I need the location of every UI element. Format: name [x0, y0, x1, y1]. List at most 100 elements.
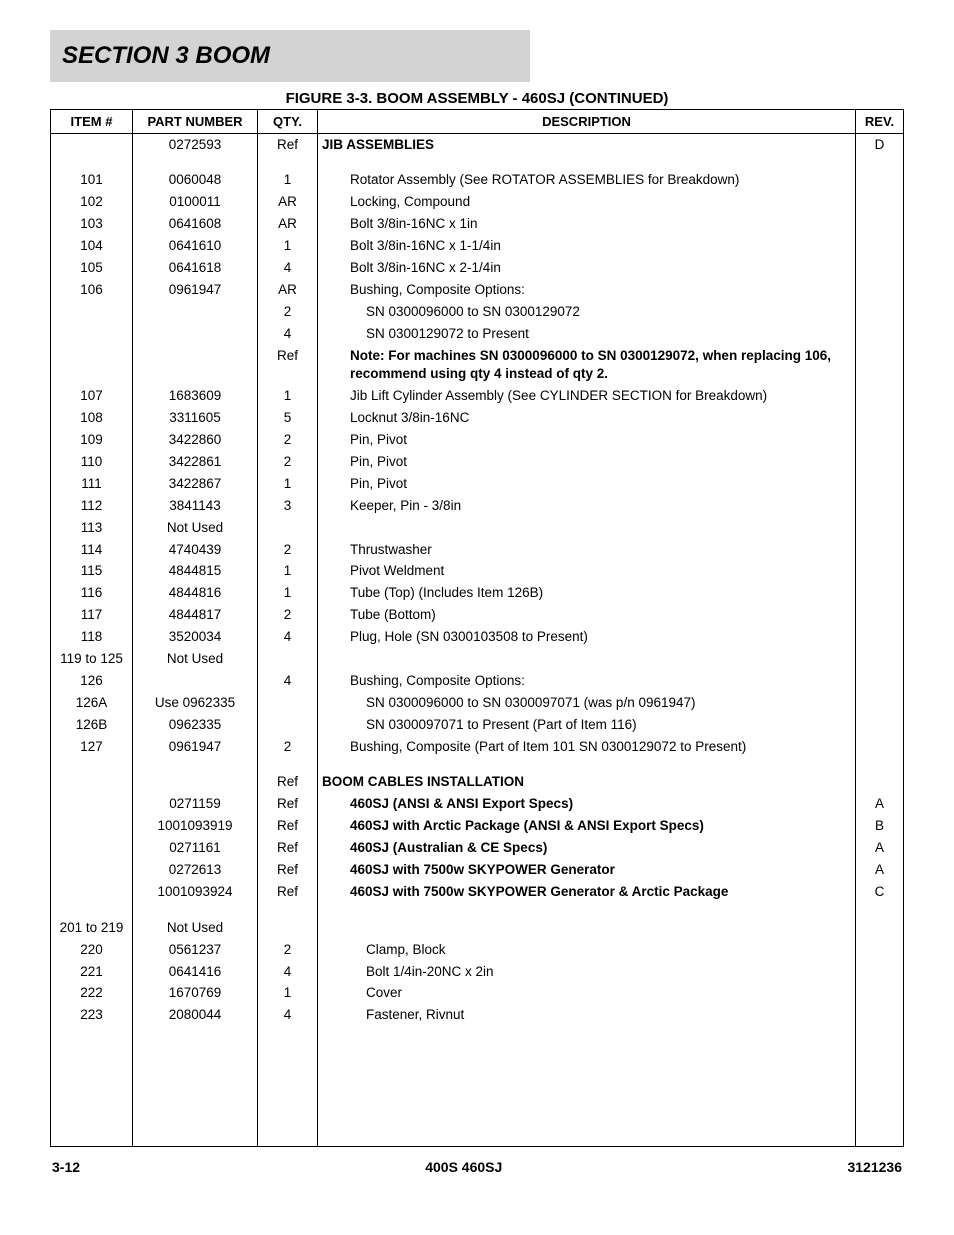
cell-item: 117	[51, 605, 133, 627]
figure-title: FIGURE 3-3. BOOM ASSEMBLY - 460SJ (CONTI…	[50, 90, 904, 107]
cell-qty: Ref	[258, 838, 318, 860]
table-row: 11034228612Pin, Pivot	[51, 451, 904, 473]
cell-rev	[856, 627, 904, 649]
cell-part: 1001093919	[133, 816, 258, 838]
table-row: 22106414164Bolt 1/4in-20NC x 2in	[51, 961, 904, 983]
cell-item: 104	[51, 236, 133, 258]
table-row: 4SN 0300129072 to Present	[51, 323, 904, 345]
cell-rev	[856, 430, 904, 452]
cell-qty: Ref	[258, 345, 318, 386]
cell-rev	[856, 386, 904, 408]
cell-part: 0271161	[133, 838, 258, 860]
cell-qty: 2	[258, 301, 318, 323]
cell-part: 3422860	[133, 430, 258, 452]
col-qty: QTY.	[258, 110, 318, 134]
table-row: 22005612372Clamp, Block	[51, 939, 904, 961]
cell-qty	[258, 714, 318, 736]
cell-part: Not Used	[133, 648, 258, 670]
cell-part: 0561237	[133, 939, 258, 961]
cell-desc: Bushing, Composite Options:	[318, 670, 856, 692]
table-row: 10934228602Pin, Pivot	[51, 430, 904, 452]
cell-part: 0272613	[133, 860, 258, 882]
cell-item	[51, 816, 133, 838]
cell-rev	[856, 473, 904, 495]
col-rev: REV.	[856, 110, 904, 134]
cell-part: 0271159	[133, 794, 258, 816]
cell-part: 1001093924	[133, 881, 258, 903]
cell-rev	[856, 583, 904, 605]
cell-rev	[856, 539, 904, 561]
table-row: RefNote: For machines SN 0300096000 to S…	[51, 345, 904, 386]
table-row	[51, 903, 904, 917]
cell-desc: Bolt 3/8in-16NC x 1in	[318, 214, 856, 236]
cell-rev	[856, 1005, 904, 1027]
cell-part: 4844815	[133, 561, 258, 583]
cell-desc: Bushing, Composite Options:	[318, 279, 856, 301]
cell-item: 110	[51, 451, 133, 473]
table-row: 11648448161Tube (Top) (Includes Item 126…	[51, 583, 904, 605]
cell-part: 3520034	[133, 627, 258, 649]
cell-desc: Keeper, Pin - 3/8in	[318, 495, 856, 517]
cell-item: 114	[51, 539, 133, 561]
cell-rev	[856, 917, 904, 939]
cell-desc: Locking, Compound	[318, 192, 856, 214]
cell-part: 0641610	[133, 236, 258, 258]
cell-item	[51, 881, 133, 903]
cell-rev	[856, 408, 904, 430]
cell-rev	[856, 692, 904, 714]
cell-rev	[856, 257, 904, 279]
cell-rev	[856, 192, 904, 214]
table-row: 11835200344Plug, Hole (SN 0300103508 to …	[51, 627, 904, 649]
cell-desc	[318, 648, 856, 670]
table-row	[51, 156, 904, 170]
cell-item	[51, 301, 133, 323]
col-item: ITEM #	[51, 110, 133, 134]
cell-rev	[856, 714, 904, 736]
cell-desc: Cover	[318, 983, 856, 1005]
cell-rev	[856, 214, 904, 236]
footer-left: 3-12	[52, 1159, 80, 1175]
cell-qty: 3	[258, 495, 318, 517]
cell-part	[133, 670, 258, 692]
table-row: RefBOOM CABLES INSTALLATION	[51, 772, 904, 794]
cell-qty: 2	[258, 939, 318, 961]
cell-rev	[856, 451, 904, 473]
cell-desc: SN 0300096000 to SN 0300129072	[318, 301, 856, 323]
cell-rev	[856, 605, 904, 627]
table-row: 1264Bushing, Composite Options:	[51, 670, 904, 692]
cell-item	[51, 323, 133, 345]
cell-rev: B	[856, 816, 904, 838]
cell-qty: 5	[258, 408, 318, 430]
cell-item: 108	[51, 408, 133, 430]
cell-qty: 1	[258, 170, 318, 192]
cell-rev	[856, 236, 904, 258]
table-row: 1030641608ARBolt 3/8in-16NC x 1in	[51, 214, 904, 236]
cell-part: 3841143	[133, 495, 258, 517]
cell-rev	[856, 170, 904, 192]
cell-desc: Fastener, Rivnut	[318, 1005, 856, 1027]
cell-desc: Locknut 3/8in-16NC	[318, 408, 856, 430]
cell-item	[51, 772, 133, 794]
cell-qty: 1	[258, 236, 318, 258]
cell-desc: Jib Lift Cylinder Assembly (See CYLINDER…	[318, 386, 856, 408]
cell-item: 126	[51, 670, 133, 692]
cell-item: 223	[51, 1005, 133, 1027]
col-desc: DESCRIPTION	[318, 110, 856, 134]
cell-part: Not Used	[133, 517, 258, 539]
table-row: 10100600481Rotator Assembly (See ROTATOR…	[51, 170, 904, 192]
cell-qty: AR	[258, 279, 318, 301]
cell-rev	[856, 495, 904, 517]
cell-qty: 2	[258, 451, 318, 473]
page-footer: 3-12 400S 460SJ 3121236	[50, 1147, 904, 1175]
cell-desc: SN 0300097071 to Present (Part of Item 1…	[318, 714, 856, 736]
table-row	[51, 758, 904, 772]
cell-rev: C	[856, 881, 904, 903]
cell-part	[133, 323, 258, 345]
table-row: 2SN 0300096000 to SN 0300129072	[51, 301, 904, 323]
cell-rev	[856, 301, 904, 323]
col-part: PART NUMBER	[133, 110, 258, 134]
cell-part: 4844817	[133, 605, 258, 627]
cell-rev	[856, 961, 904, 983]
cell-desc: Bolt 1/4in-20NC x 2in	[318, 961, 856, 983]
cell-qty	[258, 692, 318, 714]
